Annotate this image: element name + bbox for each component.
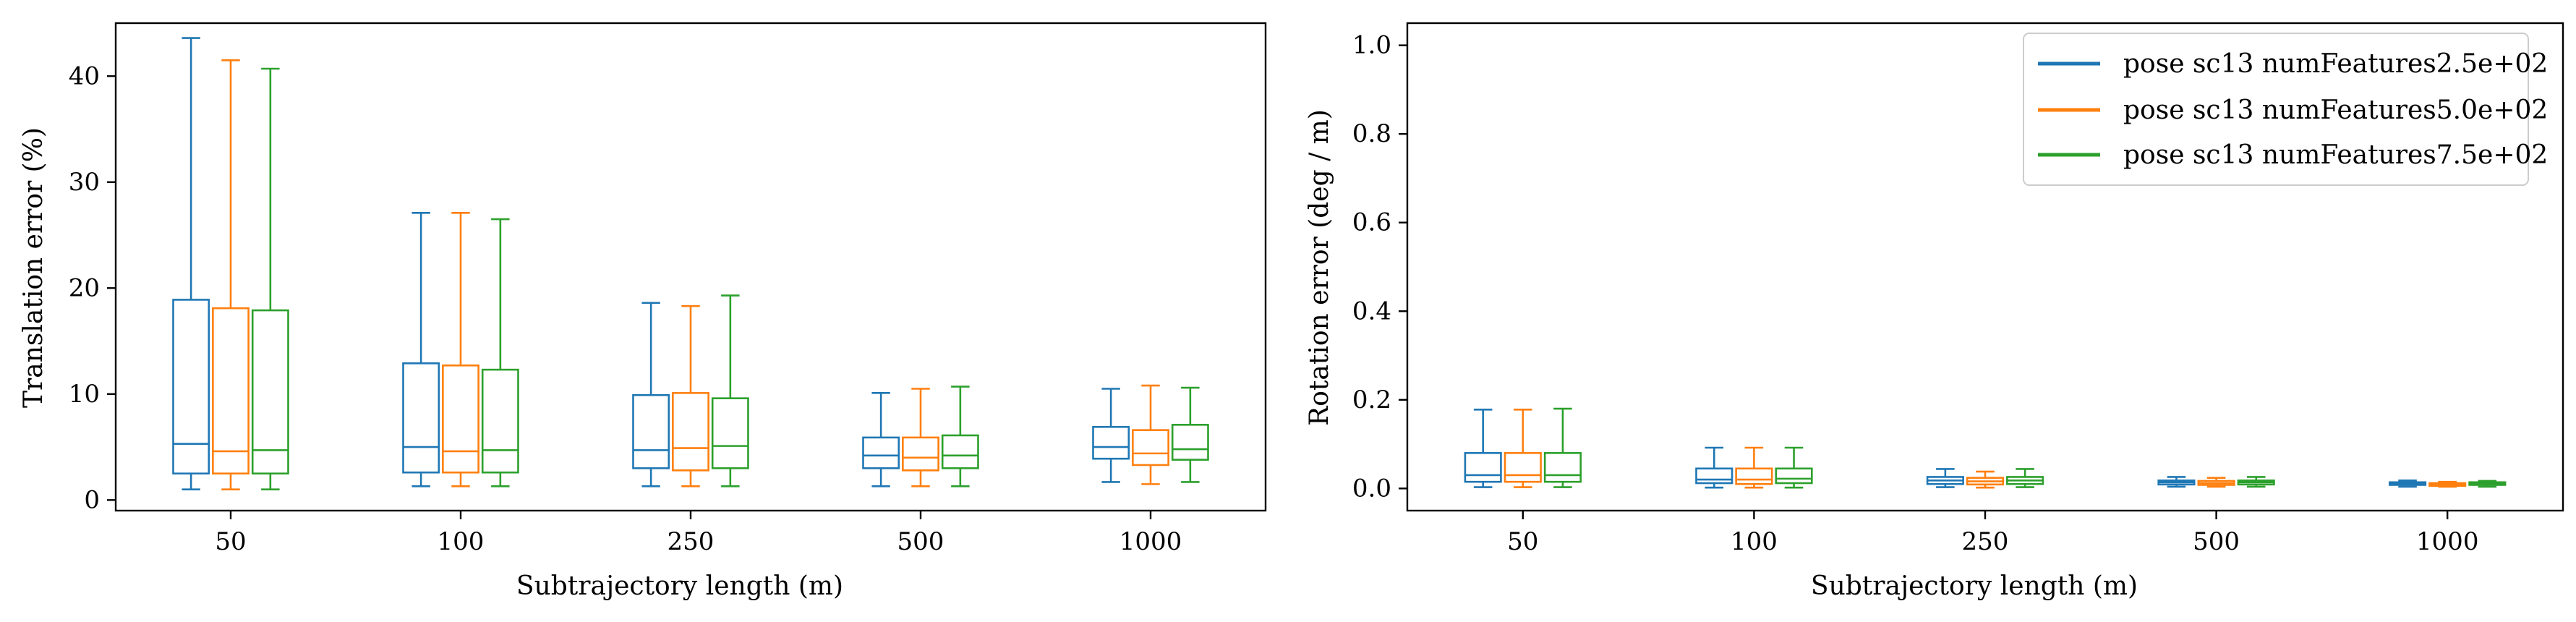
box-body [172,299,210,475]
box-plot [1735,446,1773,489]
box-plot [172,37,210,490]
y-tick-label: 10 [69,380,100,409]
box-body [711,397,749,469]
box-body [251,309,289,475]
y-tick-label: 20 [69,273,100,302]
y-tick-label: 40 [69,61,100,90]
y-axis-label: Rotation error (deg / m) [1305,109,1334,426]
box-body [941,434,979,469]
box-plots [172,37,1209,490]
box-plot [212,59,250,490]
box-body [212,307,250,475]
box-plot [902,388,939,487]
box-body [1171,424,1209,461]
y-tick-label: 0.4 [1352,297,1391,325]
legend-label: pose sc13 numFeatures5.0e+02 [2123,95,2548,125]
box-body [442,364,479,474]
box-plot [2428,480,2467,488]
x-ticks: 50 100 250 500 1000 [215,511,1182,556]
box-body [672,392,709,472]
y-tick-label: 0.2 [1352,385,1391,414]
rotation-error-panel: Rotation error (deg / m) Subtrajectory l… [1305,22,2564,601]
box-plot [1926,468,1964,488]
y-tick-label: 1.0 [1352,31,1391,60]
x-tick-label: 50 [1507,527,1538,556]
box-body [402,362,440,474]
box-body [1132,429,1169,466]
legend-entry: pose sc13 numFeatures5.0e+02 [2038,95,2548,125]
box-plot [402,211,440,487]
box-plot [941,385,979,487]
box-plot [1092,388,1130,483]
y-tick-label: 0.8 [1352,119,1391,148]
box-body [1735,467,1773,485]
box-plot [1464,408,1502,488]
box-body [1695,467,1733,485]
plot-frame [114,22,1267,512]
legend-entry: pose sc13 numFeatures7.5e+02 [2038,140,2548,170]
y-tick-label: 30 [69,168,100,197]
box-body [1504,452,1542,483]
box-plot [1504,408,1542,488]
box-plot [1966,470,2005,489]
box-body [632,393,670,469]
box-plot [442,211,479,487]
legend-label: pose sc13 numFeatures2.5e+02 [2123,49,2548,79]
x-ticks: 50 100 250 500 1000 [1507,511,2478,556]
box-plot [2389,480,2427,488]
x-tick-label: 100 [438,527,485,556]
x-tick-label: 100 [1731,527,1778,556]
box-body [1775,467,1813,485]
box-plot [1171,386,1209,483]
x-axis-label: Subtrajectory length (m) [1811,571,2138,601]
box-body [1543,452,1582,483]
box-plot [862,392,900,487]
y-axis-label: Translation error (%) [19,127,48,408]
box-plots [1464,407,2507,489]
y-tick-label: 0 [84,485,100,514]
box-plot [1543,407,1582,488]
box-plot [672,304,709,487]
y-tick-label: 0.6 [1352,208,1391,237]
plot-frame [1406,22,2564,512]
box-plot [2468,480,2507,488]
x-tick-label: 250 [1962,527,2009,556]
box-body [1464,452,1502,483]
box-plot [2157,476,2196,488]
box-plot [1695,446,1733,489]
x-tick-label: 500 [2193,527,2240,556]
box-plot [2197,477,2235,488]
x-tick-label: 500 [897,527,944,556]
x-tick-label: 1000 [1119,527,1182,556]
box-plot [1775,446,1813,489]
x-tick-label: 250 [668,527,715,556]
x-axis-label: Subtrajectory length (m) [516,571,843,601]
box-body [902,436,939,472]
legend: pose sc13 numFeatures2.5e+02 pose sc13 n… [2023,33,2548,186]
box-body [862,436,900,469]
x-tick-label: 1000 [2416,527,2479,556]
legend-entry: pose sc13 numFeatures2.5e+02 [2038,49,2548,79]
box-plot [1132,384,1169,485]
translation-error-panel: Translation error (%) Subtrajectory leng… [19,22,1267,601]
box-body [1092,425,1130,460]
x-tick-label: 50 [215,527,246,556]
box-plot [251,67,289,490]
y-ticks: 0 10 20 30 40 [69,61,116,514]
box-plot [632,302,670,487]
legend-label: pose sc13 numFeatures7.5e+02 [2123,140,2548,170]
box-plot [481,218,519,487]
box-plot [2006,468,2044,488]
box-plot [2237,476,2275,488]
legend-frame [2023,33,2529,186]
y-tick-label: 0.0 [1352,474,1391,503]
box-body [481,368,519,474]
y-ticks: 0.0 0.2 0.4 0.6 0.8 1.0 [1352,31,1407,503]
box-plot [711,294,749,487]
